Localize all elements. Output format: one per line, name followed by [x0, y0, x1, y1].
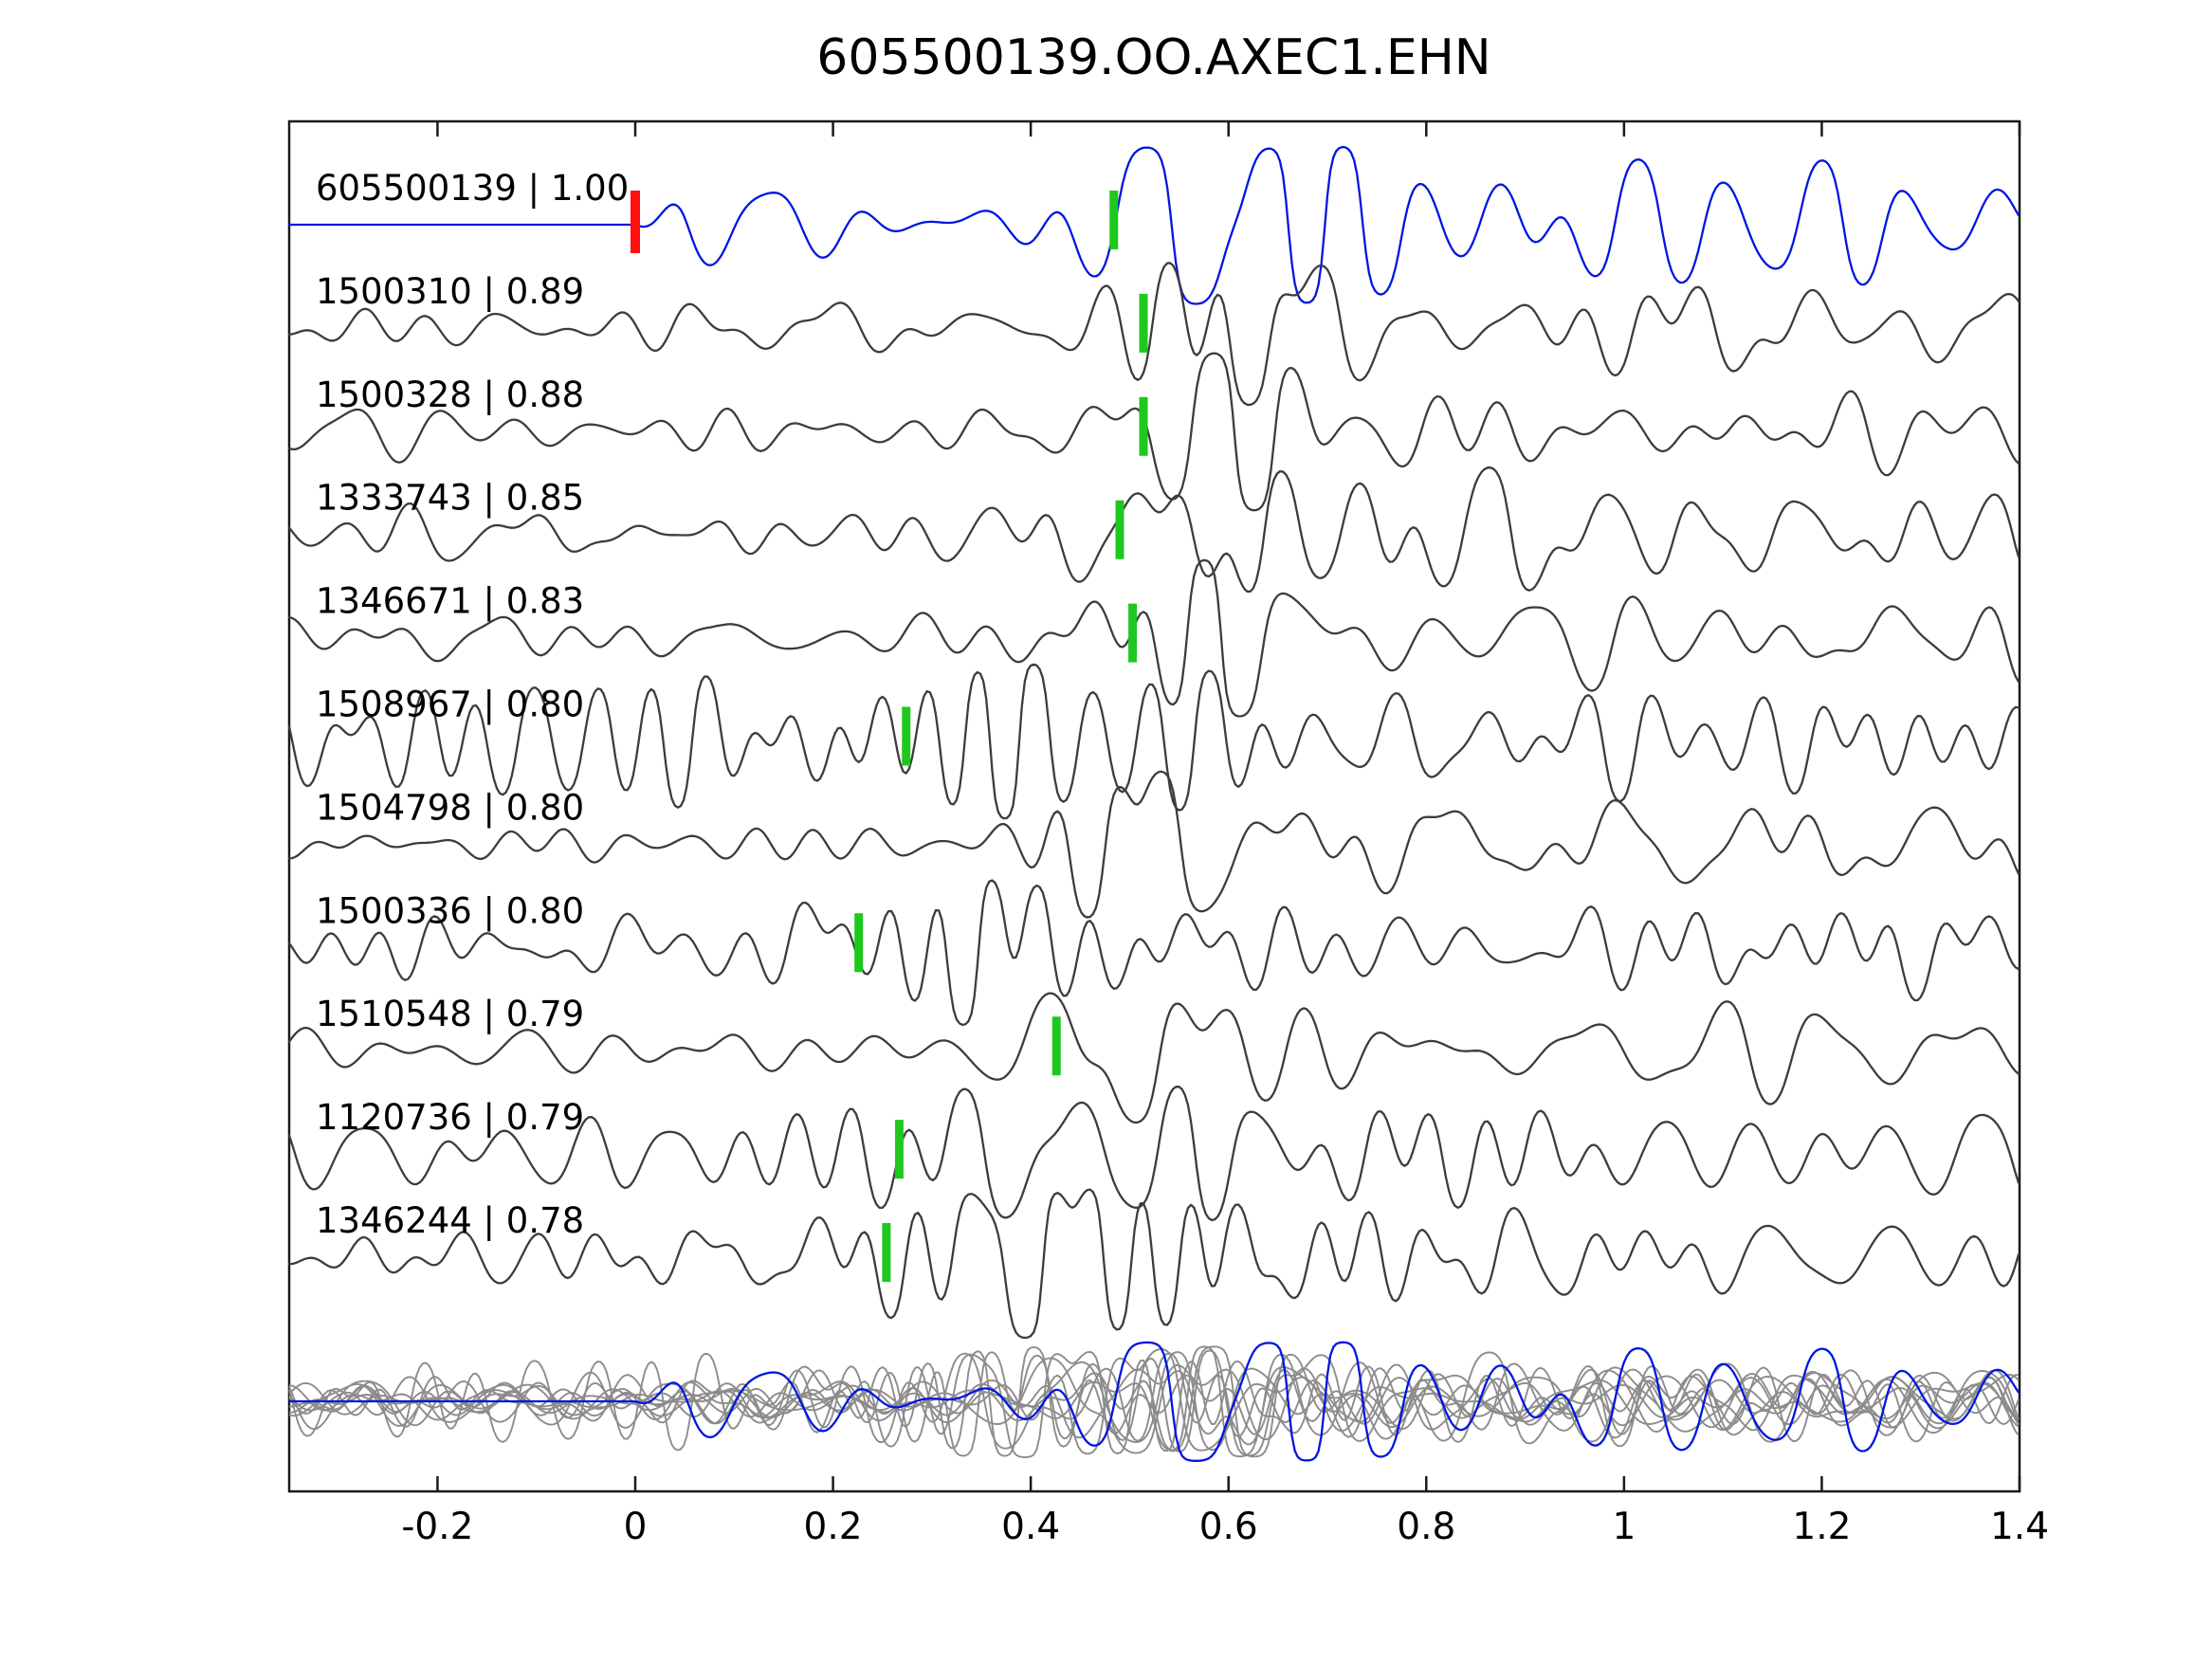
detection-waveform [287, 992, 2020, 1124]
marker-layer [631, 191, 1148, 1282]
x-tick-label: 1.4 [1990, 1506, 2049, 1548]
overlay-detection-waveform [288, 1352, 2020, 1457]
overlay-detection-waveform [288, 1357, 2020, 1454]
trace-label: 1510548 | 0.79 [316, 994, 584, 1034]
trace-layer [287, 145, 2020, 1462]
trace-label: 1500336 | 0.80 [316, 890, 584, 931]
detection-waveform [287, 466, 2020, 594]
overlay-detection-waveform [288, 1350, 2020, 1458]
trace-label: 1333743 | 0.85 [316, 478, 584, 519]
label-layer: -0.2 0 0.2 0.4 0.6 0.8 1 1.2 1.4 605500139 | 1.00… [316, 168, 2049, 1548]
x-tick-label: 0 [624, 1506, 648, 1548]
x-tick-label: 0.6 [1199, 1506, 1258, 1548]
detection-waveform [287, 879, 2020, 1027]
trace-label: 1346671 | 0.83 [316, 581, 584, 622]
trace-label: 1120736 | 0.79 [316, 1097, 584, 1138]
template-waveform [287, 145, 2020, 305]
overlay-detection-waveform [288, 1351, 2020, 1446]
x-tick-label: 0.8 [1397, 1506, 1455, 1548]
trace-label: 1504798 | 0.80 [316, 787, 584, 828]
x-tick-label: 1.2 [1792, 1506, 1851, 1548]
detection-waveform [287, 1188, 2020, 1340]
detection-waveform [287, 262, 2020, 407]
x-tick-label: -0.2 [401, 1506, 473, 1548]
overlay-template-waveform [289, 1341, 2020, 1462]
axes-layer [287, 119, 2021, 1493]
trace-label: 1508967 | 0.80 [316, 685, 584, 725]
trace-label: 605500139 | 1.00 [316, 168, 629, 209]
trace-label: 1500328 | 0.88 [316, 375, 584, 415]
x-tick-label: 0.4 [1001, 1506, 1060, 1548]
trace-label: 1500310 | 0.89 [316, 271, 584, 312]
figure-title: 605500139.OO.AXEC1.EHN [816, 29, 1490, 86]
detection-waveform [287, 663, 2020, 820]
overlay-detection-waveform [288, 1345, 2020, 1458]
plot-frame [287, 119, 2021, 1493]
detection-waveform [287, 1086, 2020, 1222]
detection-waveform [287, 558, 2020, 718]
detection-waveform [287, 770, 2020, 919]
x-tick-label: 0.2 [804, 1506, 863, 1548]
x-tick-label: 1 [1612, 1506, 1636, 1548]
trace-label: 1346244 | 0.78 [316, 1200, 584, 1241]
detection-waveform [287, 352, 2020, 512]
